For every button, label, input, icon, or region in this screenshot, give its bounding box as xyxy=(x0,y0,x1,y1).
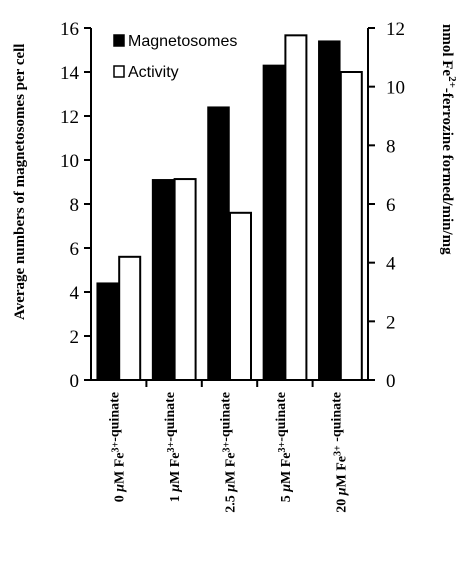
axis-titles: Average numbers of magnetosomes per cell… xyxy=(12,24,457,320)
bar-activity xyxy=(284,34,308,381)
category-label-part: μ xyxy=(279,484,294,493)
category-label-part: 20 xyxy=(334,495,349,513)
bar-activity xyxy=(339,71,363,381)
y-tick-label-left: 14 xyxy=(60,63,80,84)
category-label-part: -quinate xyxy=(274,392,289,442)
y-tick-label-right: 4 xyxy=(386,254,396,275)
y-axis-title-right-superscript: 2+ xyxy=(446,76,457,88)
category-label-part: M Fe xyxy=(334,456,349,487)
bar-magnetosomes xyxy=(151,179,175,381)
y-axis-title-right: nmol Fe2+-ferrozine formed/min/mg xyxy=(439,24,457,255)
bar-magnetosomes xyxy=(262,64,286,381)
category-label: 1 μM Fe3+-quinate xyxy=(163,392,183,502)
category-label-part: 3+ xyxy=(277,442,288,453)
legend-label-activity: Activity xyxy=(128,64,179,81)
legend-swatch-activity xyxy=(113,65,125,78)
category-label-part: μ xyxy=(113,484,128,493)
category-label-part: M Fe xyxy=(113,453,128,484)
y-tick-label-left: 12 xyxy=(60,107,79,128)
y-tick-label-left: 10 xyxy=(60,151,79,172)
y-tick-label-left: 0 xyxy=(70,371,80,392)
bar-activity xyxy=(118,255,142,381)
bar-magnetosomes xyxy=(318,40,341,381)
y-tick-label-right: 6 xyxy=(386,195,396,216)
category-label: 20 μM Fe3+ -quinate xyxy=(329,392,349,513)
category-label-part: μ xyxy=(168,484,183,493)
category-label-part: 0 xyxy=(113,492,128,503)
legend-label-magnetosomes: Magnetosomes xyxy=(128,33,237,50)
legend-swatch-magnetosomes xyxy=(113,34,125,47)
category-label-part: -quinate xyxy=(329,392,344,445)
category-label-part: 1 xyxy=(168,492,183,503)
category-label: 5 μM Fe3+-quinate xyxy=(274,392,294,502)
bar-activity xyxy=(229,211,252,381)
category-label-part: 5 xyxy=(279,492,294,503)
category-label-part: 2.5 xyxy=(224,492,239,513)
y-axis-title-left: Average numbers of magnetosomes per cell xyxy=(12,44,28,320)
y-tick-label-left: 6 xyxy=(70,239,80,260)
axes: 0 2 4 6 8 10 12 14 16 0 2 4 6 8 10 12 xyxy=(60,19,405,392)
category-label: 2.5 μM Fe3+-quinate xyxy=(219,392,239,513)
bar-magnetosomes xyxy=(96,282,119,381)
y-axis-title-right-prefix: nmol Fe xyxy=(439,24,455,76)
category-label-part: 3+ xyxy=(222,442,233,453)
y-tick-label-right: 8 xyxy=(386,136,396,157)
bar-magnetosomes xyxy=(207,106,230,381)
category-label: 0 μM Fe3+-quinate xyxy=(108,392,128,502)
bars xyxy=(96,34,363,381)
y-tick-label-right: 2 xyxy=(386,312,396,333)
category-label-part: M Fe xyxy=(224,453,239,484)
category-label-part: 3+ xyxy=(111,442,122,453)
y-axis-title-right-suffix: -ferrozine formed/min/mg xyxy=(439,88,455,255)
category-label-part: M Fe xyxy=(279,453,294,484)
category-label-part: M Fe xyxy=(168,453,183,484)
y-tick-label-left: 2 xyxy=(70,327,80,348)
category-label-part: μ xyxy=(334,487,349,496)
legend: Magnetosomes Activity xyxy=(113,33,237,81)
category-label-part: -quinate xyxy=(108,392,123,442)
category-label-part: μ xyxy=(224,484,239,493)
category-label-part: -quinate xyxy=(163,392,178,442)
category-label-part: -quinate xyxy=(219,392,234,442)
y-tick-label-right: 12 xyxy=(386,19,405,40)
y-tick-label-right: 10 xyxy=(386,78,405,99)
category-label-part: 3+ xyxy=(166,442,177,453)
y-tick-label-left: 4 xyxy=(70,283,80,304)
y-tick-label-left: 8 xyxy=(70,195,80,216)
category-label-part: 3+ xyxy=(332,445,343,456)
y-tick-label-left: 16 xyxy=(60,19,79,40)
bar-activity xyxy=(173,178,197,381)
y-tick-label-right: 0 xyxy=(386,371,396,392)
